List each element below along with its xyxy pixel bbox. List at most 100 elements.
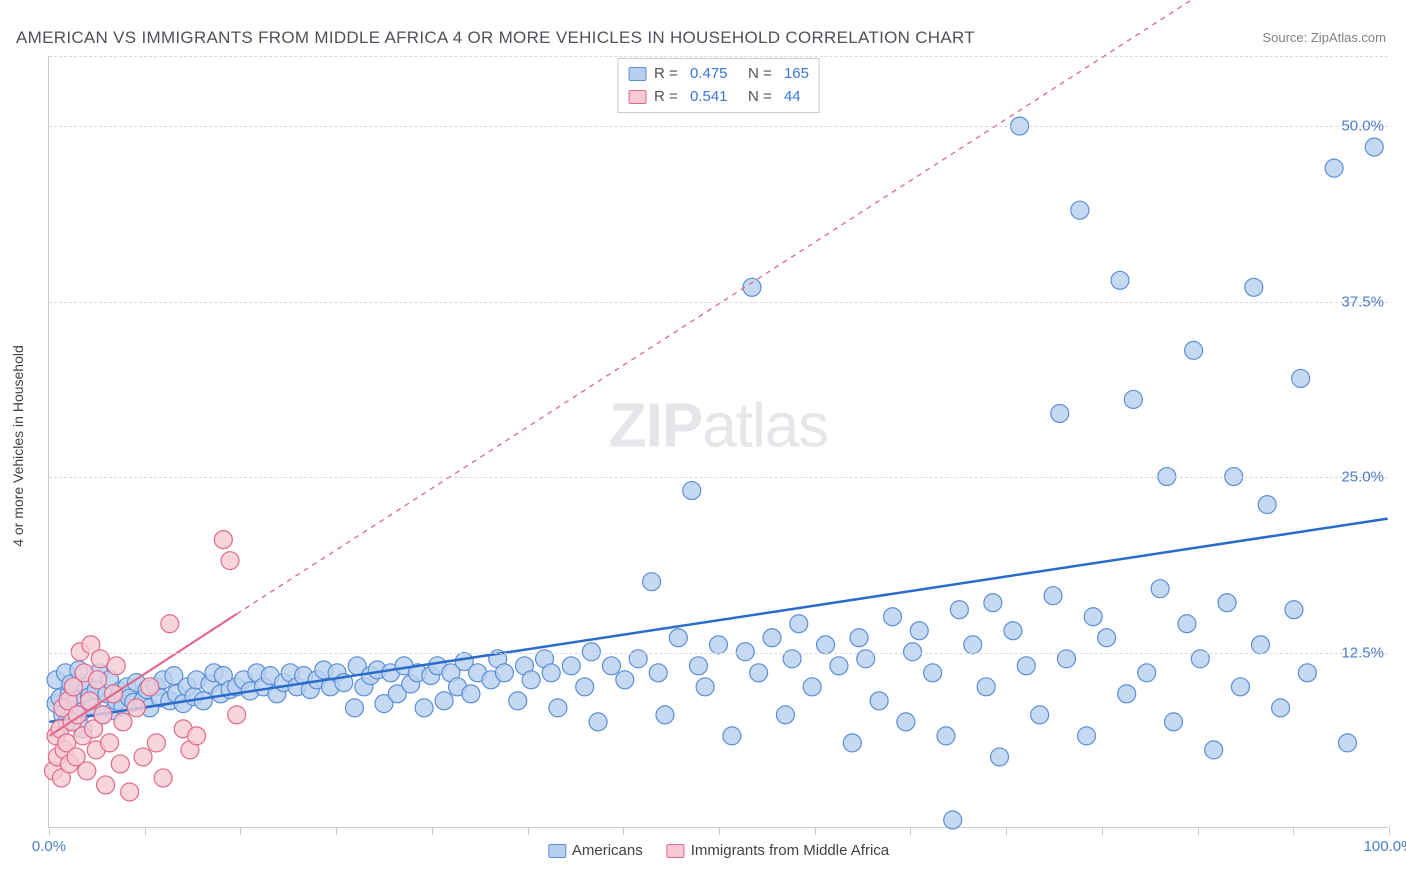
data-point [883,608,901,626]
legend-swatch [628,67,646,81]
data-point [776,706,794,724]
data-point [1185,341,1203,359]
data-point [710,636,728,654]
x-tick [240,827,241,835]
data-point [1205,741,1223,759]
data-point [81,692,99,710]
legend-label: Americans [572,842,643,859]
gridline [49,56,1388,57]
data-point [803,678,821,696]
data-point [1178,615,1196,633]
data-point [107,657,125,675]
data-point [1365,138,1383,156]
data-point [850,629,868,647]
legend-swatch [667,844,685,858]
data-point [743,278,761,296]
x-tick [1389,827,1390,835]
data-point [134,748,152,766]
data-point [1111,271,1129,289]
x-tick-label: 100.0% [1364,838,1406,855]
data-point [1245,278,1263,296]
data-point [1151,580,1169,598]
data-point [843,734,861,752]
data-point [1272,699,1290,717]
data-point [509,692,527,710]
data-point [830,657,848,675]
legend-row: R = 0.541 N = 44 [628,86,809,109]
data-point [435,692,453,710]
legend-row: R = 0.475 N = 165 [628,63,809,86]
data-point [723,727,741,745]
data-point [964,636,982,654]
legend-n-label: N = [736,63,776,86]
y-tick-label: 25.0% [1341,469,1392,486]
legend-label: Immigrants from Middle Africa [691,842,889,859]
data-point [950,601,968,619]
x-tick [336,827,337,835]
chart-title: AMERICAN VS IMMIGRANTS FROM MIDDLE AFRIC… [16,28,975,48]
legend-item: Immigrants from Middle Africa [667,842,889,859]
plot-area: ZIPatlas R = 0.475 N = 165R = 0.541 N = … [48,56,1388,828]
x-tick [623,827,624,835]
data-point [643,573,661,591]
data-point [649,664,667,682]
x-tick [1006,827,1007,835]
data-point [1292,369,1310,387]
data-point [1298,664,1316,682]
data-point [589,713,607,731]
legend-series: Americans Immigrants from Middle Africa [548,842,889,859]
x-tick [145,827,146,835]
gridline [49,126,1388,127]
data-point [89,671,107,689]
legend-swatch [548,844,566,858]
data-point [1044,587,1062,605]
data-point [97,776,115,794]
data-point [562,657,580,675]
data-point [221,552,239,570]
data-point [495,664,513,682]
source-prefix: Source: [1262,30,1310,45]
data-point [991,748,1009,766]
x-tick [432,827,433,835]
data-point [870,692,888,710]
gridline [49,477,1388,478]
data-point [147,734,165,752]
x-tick [815,827,816,835]
gridline [49,302,1388,303]
data-point [114,713,132,731]
data-point [1218,594,1236,612]
legend-n-value: 44 [784,86,801,109]
legend-n-label: N = [736,86,776,109]
data-point [141,678,159,696]
data-point [78,762,96,780]
data-point [1285,601,1303,619]
data-point [924,664,942,682]
data-point [415,699,433,717]
data-point [1084,608,1102,626]
data-point [161,615,179,633]
data-point [194,692,212,710]
gridline [49,653,1388,654]
data-point [1165,713,1183,731]
legend-swatch [628,90,646,104]
data-point [1231,678,1249,696]
data-point [897,713,915,731]
legend-correlation: R = 0.475 N = 165R = 0.541 N = 44 [617,58,820,113]
data-point [944,811,962,829]
legend-item: Americans [548,842,643,859]
data-point [1017,657,1035,675]
legend-n-value: 165 [784,63,809,86]
data-point [462,685,480,703]
data-point [656,706,674,724]
chart-container: AMERICAN VS IMMIGRANTS FROM MIDDLE AFRIC… [0,0,1406,892]
data-point [790,615,808,633]
data-point [689,657,707,675]
data-point [977,678,995,696]
y-tick-label: 37.5% [1341,293,1392,310]
data-point [1252,636,1270,654]
data-point [228,706,246,724]
legend-r-value: 0.475 [690,63,728,86]
data-point [1138,664,1156,682]
data-point [214,531,232,549]
source-link[interactable]: ZipAtlas.com [1311,30,1386,45]
